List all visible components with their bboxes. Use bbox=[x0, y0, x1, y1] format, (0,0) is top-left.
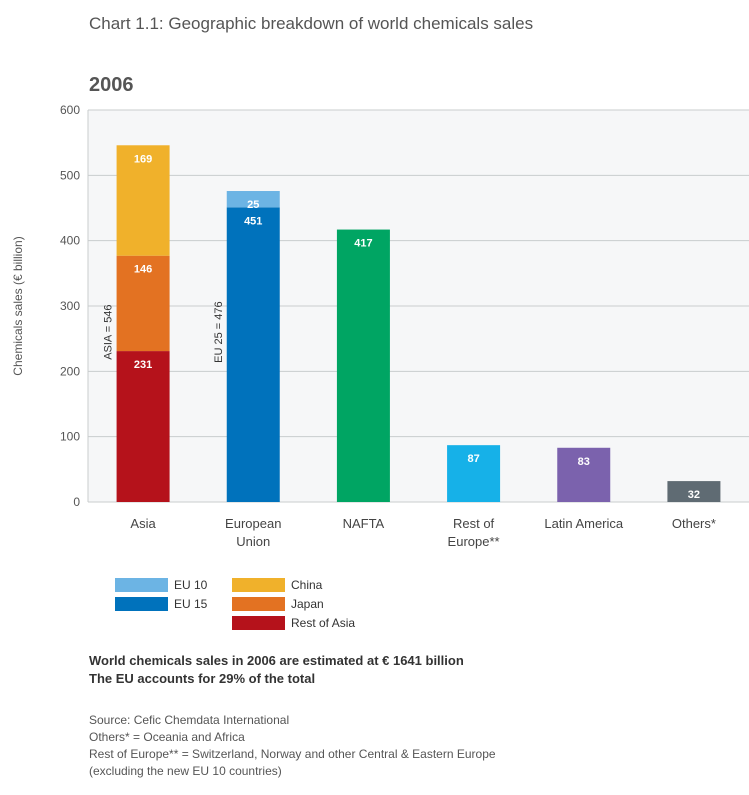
y-tick-label: 300 bbox=[60, 299, 80, 313]
data-label: 231 bbox=[134, 359, 152, 371]
legend-swatch-eu15 bbox=[115, 597, 168, 611]
note-line-1: World chemicals sales in 2006 are estima… bbox=[89, 653, 464, 668]
bar-segment bbox=[226, 207, 280, 502]
bar-segment bbox=[226, 191, 280, 208]
bar-chart: 0 100 200 300 400 500 600 Chemicals sales (€ bi… bbox=[11, 103, 749, 549]
y-axis-label: Chemicals sales (€ billion) bbox=[11, 236, 25, 375]
y-tick-label: 600 bbox=[60, 103, 80, 117]
data-label: 83 bbox=[578, 456, 590, 468]
legend-item-eu15: EU 15 bbox=[115, 597, 207, 611]
data-label: 32 bbox=[688, 489, 700, 501]
y-tick-label: 500 bbox=[60, 168, 80, 182]
data-label: 417 bbox=[354, 238, 372, 250]
y-tick-label: 400 bbox=[60, 234, 80, 248]
bar-segment bbox=[667, 481, 721, 502]
legend-label-eu10: EU 10 bbox=[174, 578, 208, 592]
legend-swatch-china bbox=[232, 578, 285, 592]
legend-label-china: China bbox=[291, 578, 323, 592]
x-tick-label: European bbox=[225, 516, 281, 531]
x-tick-label: Europe** bbox=[448, 534, 500, 549]
chart-year: 2006 bbox=[89, 74, 134, 96]
legend-item-eu10: EU 10 bbox=[115, 578, 207, 592]
bar-segment bbox=[557, 447, 611, 502]
data-label: 451 bbox=[244, 215, 262, 227]
x-tick-label: NAFTA bbox=[343, 516, 385, 531]
legend-swatch-japan bbox=[232, 597, 285, 611]
legend-swatch-eu10 bbox=[115, 578, 168, 592]
x-tick-label: Asia bbox=[130, 516, 156, 531]
bar-segment bbox=[116, 351, 170, 502]
bar-segment bbox=[116, 145, 170, 256]
x-tick-label: Union bbox=[236, 534, 270, 549]
legend-label-rest-of-asia: Rest of Asia bbox=[291, 616, 356, 630]
source-line-1: Source: Cefic Chemdata International bbox=[89, 713, 290, 727]
x-tick-label: Rest of bbox=[453, 516, 495, 531]
data-label: 169 bbox=[134, 153, 152, 165]
chart-notes: World chemicals sales in 2006 are estima… bbox=[89, 652, 464, 688]
legend-item-china: China bbox=[232, 578, 322, 592]
legend-item-rest-of-asia: Rest of Asia bbox=[232, 616, 355, 630]
total-label: EU 25 = 476 bbox=[213, 301, 225, 362]
legend-label-japan: Japan bbox=[291, 597, 324, 611]
x-tick-label: Latin America bbox=[544, 516, 624, 531]
bar-segment bbox=[336, 229, 390, 502]
source-line-2: Others* = Oceania and Africa bbox=[89, 730, 245, 744]
chart-title: Chart 1.1: Geographic breakdown of world… bbox=[89, 14, 534, 33]
total-label: ASIA = 546 bbox=[103, 304, 115, 359]
chart-source: Source: Cefic Chemdata International Oth… bbox=[89, 712, 496, 780]
data-label: 25 bbox=[247, 199, 259, 211]
data-label: 87 bbox=[467, 453, 479, 465]
y-tick-label: 100 bbox=[60, 430, 80, 444]
data-label: 146 bbox=[134, 264, 152, 276]
note-line-2: The EU accounts for 29% of the total bbox=[89, 671, 316, 686]
legend-label-eu15: EU 15 bbox=[174, 597, 208, 611]
legend-item-japan: Japan bbox=[232, 597, 324, 611]
source-line-4: (excluding the new EU 10 countries) bbox=[89, 764, 282, 778]
y-tick-label: 200 bbox=[60, 364, 80, 378]
y-tick-label: 0 bbox=[73, 495, 80, 509]
x-tick-label: Others* bbox=[672, 516, 716, 531]
bar-segment bbox=[116, 255, 170, 352]
bar-segment bbox=[447, 445, 501, 502]
source-line-3: Rest of Europe** = Switzerland, Norway a… bbox=[89, 747, 496, 761]
legend-swatch-rest-of-asia bbox=[232, 616, 285, 630]
